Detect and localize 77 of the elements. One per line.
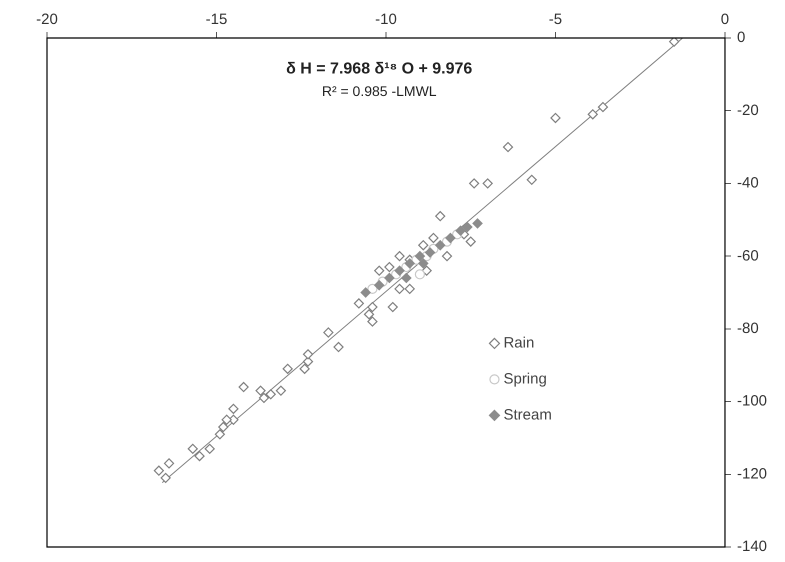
point [374,280,384,290]
point [228,404,239,414]
point [367,302,378,312]
x-tick-label: -15 [206,11,228,28]
point [258,392,270,404]
x-tick-label: -20 [36,11,58,28]
point [394,251,405,262]
y-tick-label: -100 [736,392,768,410]
y-tick-label: -140 [736,538,768,556]
y-tick-label: 0 [736,29,746,46]
point [333,342,344,352]
y-tick-label: -20 [736,102,759,119]
x-tick-label: -10 [375,11,397,28]
point [323,327,334,338]
annotation: R² = 0.985 -LMWL [322,82,437,99]
y-tick-label: -40 [736,174,759,192]
point [428,232,439,244]
point [445,232,456,244]
point [418,240,428,250]
point [255,386,266,396]
point [469,178,480,189]
point [466,236,476,247]
point [388,302,398,312]
point [669,38,680,47]
point [502,142,514,152]
point [360,287,371,298]
point [418,258,428,269]
point [394,284,405,294]
point [276,386,286,396]
point [194,451,205,462]
point [404,284,415,294]
legend-label: Spring [503,370,547,388]
point [384,272,394,284]
point [414,269,425,280]
point [374,266,384,276]
point [442,251,452,262]
point [164,458,174,468]
point [282,364,293,374]
point [472,218,483,229]
point [302,349,314,360]
x-tick-label: -5 [548,11,562,28]
point [154,466,164,476]
y-tick-label: -60 [736,247,759,264]
point [394,266,405,276]
legend-label: Rain [503,334,534,352]
point [598,102,608,112]
point [160,472,171,484]
point [401,272,412,284]
point [424,247,436,258]
point [414,251,425,262]
point [204,444,215,454]
point [384,262,394,272]
point [188,444,198,454]
y-tick-label: -80 [736,320,759,337]
point [462,222,472,232]
legend-label: Stream [503,406,552,424]
point [526,174,537,185]
x-tick-label: 0 [720,11,730,28]
point [404,258,415,269]
point [222,414,232,425]
point [367,316,378,327]
point [354,298,364,309]
point [218,422,228,432]
point [588,109,598,120]
point [435,211,446,222]
point [435,240,446,250]
point [422,266,432,276]
point [364,309,374,320]
point [455,226,466,236]
point [300,364,310,374]
y-tick-label: -120 [736,465,768,482]
point [266,389,276,400]
annotation: δ H = 7.968 δ¹⁸ O + 9.976 [286,60,472,78]
point [550,112,561,124]
point [214,429,225,440]
point [238,382,249,392]
point [482,178,493,189]
